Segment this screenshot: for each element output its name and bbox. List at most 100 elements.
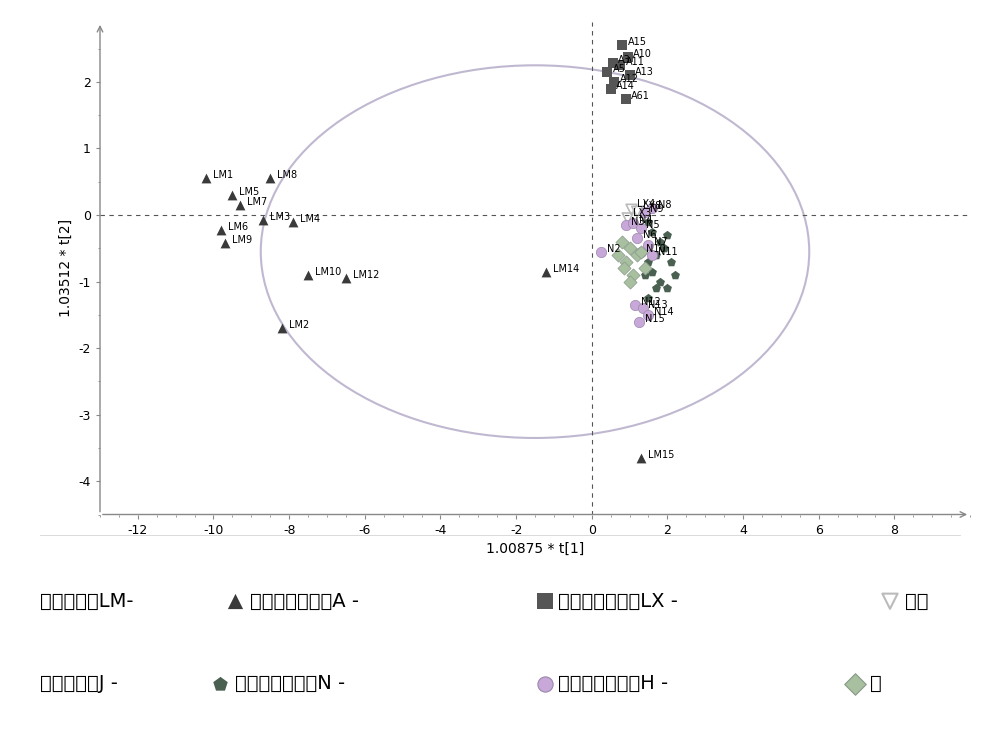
Text: LM10: LM10 bbox=[315, 267, 341, 277]
Point bbox=[637, 262, 653, 274]
Point bbox=[847, 678, 863, 689]
Point bbox=[625, 269, 641, 281]
Text: ）、鲁西黄牛（LX -: ）、鲁西黄牛（LX - bbox=[558, 592, 678, 611]
Point bbox=[614, 236, 630, 248]
Text: A14: A14 bbox=[616, 81, 635, 90]
Text: N14: N14 bbox=[654, 306, 674, 317]
Point bbox=[882, 595, 898, 607]
Point bbox=[538, 266, 554, 278]
Point bbox=[663, 256, 679, 268]
Text: A61: A61 bbox=[631, 90, 650, 101]
Point bbox=[640, 256, 656, 268]
Point bbox=[593, 245, 609, 257]
Point bbox=[606, 76, 622, 87]
Point bbox=[633, 452, 649, 464]
Text: LM12: LM12 bbox=[353, 270, 379, 280]
Point bbox=[633, 223, 649, 234]
Point bbox=[612, 60, 628, 71]
Point bbox=[635, 302, 651, 314]
Text: LX4: LX4 bbox=[637, 199, 655, 209]
Point bbox=[648, 282, 664, 294]
Text: LM6: LM6 bbox=[228, 222, 248, 232]
Text: LM2: LM2 bbox=[289, 320, 309, 330]
Point bbox=[227, 595, 243, 607]
Point bbox=[224, 189, 240, 201]
Point bbox=[629, 232, 645, 244]
Text: A5: A5 bbox=[612, 64, 625, 74]
Point bbox=[610, 249, 626, 261]
Point bbox=[618, 93, 634, 104]
X-axis label: 1.00875 * t[1]: 1.00875 * t[1] bbox=[486, 542, 584, 556]
Text: ）、南阳黄牛（N -: ）、南阳黄牛（N - bbox=[235, 674, 345, 693]
Point bbox=[625, 217, 641, 229]
Point bbox=[537, 595, 553, 607]
Point bbox=[656, 243, 672, 254]
Text: 利木赞牛（LM-: 利木赞牛（LM- bbox=[40, 592, 134, 611]
Point bbox=[603, 83, 619, 95]
Text: LM8: LM8 bbox=[277, 171, 297, 180]
Text: N9: N9 bbox=[650, 204, 664, 214]
Text: A3: A3 bbox=[618, 55, 631, 65]
Text: LM5: LM5 bbox=[239, 187, 260, 197]
Text: ）、: ）、 bbox=[905, 592, 928, 611]
Point bbox=[285, 216, 301, 228]
Point bbox=[232, 199, 248, 211]
Text: N13: N13 bbox=[648, 300, 668, 310]
Text: N4: N4 bbox=[639, 215, 652, 225]
Text: N6: N6 bbox=[643, 230, 656, 240]
Point bbox=[640, 216, 656, 228]
Point bbox=[616, 262, 632, 274]
Text: N2: N2 bbox=[607, 243, 620, 254]
Point bbox=[622, 276, 638, 287]
Point bbox=[620, 212, 636, 224]
Text: N3: N3 bbox=[631, 217, 645, 227]
Text: A13: A13 bbox=[635, 68, 654, 77]
Point bbox=[217, 237, 233, 249]
Point bbox=[599, 66, 615, 78]
Text: LM7: LM7 bbox=[247, 197, 267, 207]
Text: N8: N8 bbox=[658, 201, 671, 210]
Point bbox=[640, 309, 656, 320]
Point bbox=[614, 40, 630, 51]
Text: N7: N7 bbox=[654, 237, 668, 247]
Point bbox=[659, 229, 675, 241]
Point bbox=[644, 203, 660, 215]
Point bbox=[623, 204, 639, 215]
Point bbox=[198, 173, 214, 184]
Text: ）、安多牦牛（A -: ）、安多牦牛（A - bbox=[250, 592, 359, 611]
Text: A11: A11 bbox=[626, 57, 645, 68]
Point bbox=[637, 269, 653, 281]
Text: LM1: LM1 bbox=[213, 171, 233, 180]
Point bbox=[631, 315, 647, 327]
Point bbox=[213, 223, 229, 235]
Text: N12: N12 bbox=[641, 297, 661, 307]
Point bbox=[640, 293, 656, 304]
Point bbox=[652, 276, 668, 287]
Point bbox=[605, 57, 621, 69]
Text: N10: N10 bbox=[646, 243, 666, 254]
Point bbox=[648, 249, 664, 261]
Point bbox=[640, 239, 656, 251]
Point bbox=[622, 69, 638, 81]
Point bbox=[537, 678, 553, 689]
Point bbox=[633, 245, 649, 257]
Point bbox=[618, 219, 634, 231]
Point bbox=[629, 206, 645, 218]
Text: LM9: LM9 bbox=[232, 235, 252, 245]
Text: LX8: LX8 bbox=[643, 201, 661, 211]
Point bbox=[652, 236, 668, 248]
Point bbox=[627, 299, 643, 311]
Text: LM3: LM3 bbox=[270, 212, 290, 223]
Point bbox=[629, 249, 645, 261]
Point bbox=[644, 266, 660, 278]
Point bbox=[659, 282, 675, 294]
Point bbox=[620, 51, 636, 62]
Text: A10: A10 bbox=[633, 49, 652, 59]
Point bbox=[300, 269, 316, 281]
Text: A12: A12 bbox=[620, 74, 639, 84]
Text: LM4: LM4 bbox=[300, 214, 320, 223]
Point bbox=[262, 173, 278, 184]
Text: LM14: LM14 bbox=[553, 264, 580, 273]
Text: A15: A15 bbox=[628, 37, 647, 47]
Point bbox=[622, 243, 638, 254]
